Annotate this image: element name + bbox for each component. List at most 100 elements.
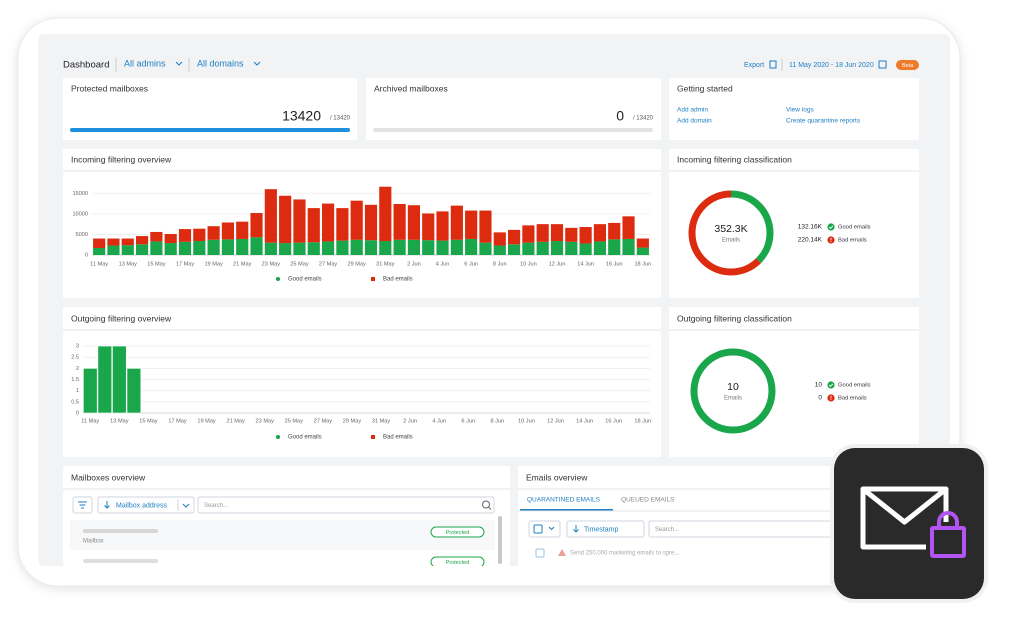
bar-segment [264,242,277,255]
admin-filter[interactable]: All admins [124,58,166,68]
bar-segment [422,213,435,241]
sort-button[interactable] [566,520,645,538]
y-tick-label: 2.5 [71,355,79,361]
date-range[interactable]: 11 May 2020 - 18 Jun 2020 [789,62,874,69]
link[interactable]: Add admin [677,107,708,114]
x-tick-label: 2 Jun [403,418,417,424]
x-tick-label: 14 Jun [577,261,594,267]
x-tick-label: 2 Jun [407,261,421,267]
bar-segment [221,239,235,255]
chevron [175,61,183,66]
bar-segment [550,241,564,255]
screen: Dashboard All admins All domains Export … [38,34,950,566]
tab[interactable]: QUEUED EMAILS [621,497,675,504]
x-tick-label: 10 Jun [520,261,537,267]
app-icon [834,448,984,599]
export-button[interactable]: Export [744,62,764,69]
bar-segment [393,239,406,255]
card-title: Mailboxes overview [71,472,146,482]
bar-segment [479,242,492,255]
y-tick-label: 1 [76,388,79,394]
x-tick-label: 17 May [176,261,195,267]
y-tick-label: 10000 [72,211,88,217]
y-tick-label: 15000 [72,191,88,197]
y-tick-label: 1.5 [71,377,79,383]
bar-segment [93,238,106,249]
bar-segment [307,242,320,255]
bar-segment [393,203,406,240]
x-tick-label: 10 Jun [518,418,535,424]
bar-segment [207,226,220,240]
chevron [548,526,555,531]
x-tick-label: 18 Jun [634,261,651,267]
progress-fill [70,128,350,132]
card-title: Outgoing filtering overview [71,313,172,323]
bar-segment [522,242,535,255]
x-tick-label: 21 May [233,261,252,267]
x-tick-label: 18 Jun [634,418,651,424]
x-tick-label: 11 May [81,418,99,424]
bar-segment [364,204,378,241]
x-tick-label: 6 Jun [461,418,475,424]
x-tick-label: 16 Jun [605,418,622,424]
bar-segment [350,239,363,255]
link[interactable]: Add domain [677,118,712,125]
bar-segment [407,239,421,255]
x-tick-label: 13 May [110,418,129,424]
search-icon [482,500,490,509]
legend-label: Bad emails [383,435,413,441]
legend-label: Bad emails [383,277,413,283]
bar-segment [608,222,621,240]
card [669,307,919,457]
bar-segment [112,345,127,414]
card-dividers [63,170,938,490]
link[interactable]: Create quarantine reports [786,118,861,125]
sort-button[interactable] [97,496,195,514]
status-label: Protected [446,530,470,536]
bar-segment [636,238,649,248]
donut-segment [688,190,774,276]
bar-segment [193,228,206,242]
checkbox [533,524,543,534]
bar-segment [321,203,335,242]
domain-filter[interactable]: All domains [197,58,244,68]
table-row[interactable] [70,520,495,550]
email-subject[interactable]: Send 250,000 marketing emails to spre... [570,551,680,557]
x-tick-label: 4 Jun [436,261,450,267]
x-tick-label: 23 May [262,261,281,267]
bar-segment [622,238,635,255]
card-title: Archived mailboxes [374,83,448,93]
bar-segment [178,241,192,255]
legend-icon-glyph [828,383,834,387]
tab-active[interactable]: QUARANTINED EMAILS [527,497,601,504]
x-tick-label: 21 May [226,418,245,424]
card-title: Outgoing filtering classification [677,313,792,323]
archived-total: / 13420 [633,116,654,122]
x-tick-label: 19 May [197,418,216,424]
x-tick-label: 14 Jun [576,418,593,424]
bar-segment [379,186,392,242]
scrollbar[interactable] [498,516,502,564]
x-tick-label: 23 May [256,418,275,424]
bar-segment [507,229,521,245]
bar-segment [264,189,277,243]
bar-segment [207,239,220,255]
y-tick-label: 0 [85,252,88,258]
legend-label: Good emails [288,277,322,283]
lock-body [930,526,966,558]
x-tick-label: 31 May [372,418,391,424]
search-box[interactable] [197,496,495,514]
beta-badge [896,60,919,70]
x-tick-label: 27 May [319,261,338,267]
checkbox[interactable] [535,548,545,558]
donut-caption: Emails [724,396,742,402]
page-title: Dashboard [63,60,109,71]
bar-segment [107,245,120,255]
link[interactable]: View logs [786,107,814,114]
bar-segment [450,239,463,255]
bar-segment [336,208,349,241]
search-icon [488,506,492,510]
bar-segment [150,241,163,255]
donut-total: 352.3K [714,223,747,235]
filter-icon [78,501,87,509]
